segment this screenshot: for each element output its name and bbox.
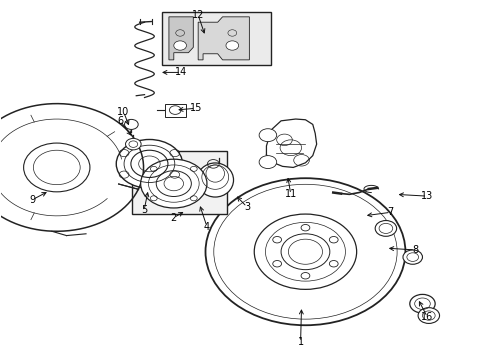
- Circle shape: [124, 120, 138, 130]
- Ellipse shape: [197, 163, 233, 197]
- Circle shape: [402, 250, 422, 264]
- Circle shape: [141, 159, 206, 208]
- Text: 9: 9: [29, 195, 35, 205]
- Text: 7: 7: [387, 207, 393, 217]
- Text: 1: 1: [297, 337, 303, 347]
- Text: 2: 2: [170, 213, 177, 222]
- Text: 4: 4: [203, 222, 209, 231]
- Text: 16: 16: [420, 312, 432, 322]
- Circle shape: [409, 294, 434, 313]
- Text: 13: 13: [420, 191, 432, 201]
- Text: 15: 15: [189, 103, 202, 113]
- Text: 6: 6: [117, 116, 123, 126]
- Circle shape: [417, 308, 439, 323]
- Text: 8: 8: [411, 245, 417, 255]
- Bar: [164, 104, 185, 117]
- Circle shape: [23, 143, 90, 192]
- Circle shape: [259, 129, 276, 141]
- Text: 10: 10: [117, 107, 129, 117]
- Text: 14: 14: [175, 67, 187, 77]
- Text: 12: 12: [192, 10, 204, 20]
- Bar: [132, 151, 227, 214]
- Polygon shape: [198, 17, 249, 60]
- Circle shape: [259, 156, 276, 168]
- Polygon shape: [168, 17, 193, 60]
- Text: 3: 3: [244, 202, 249, 212]
- Bar: [161, 12, 271, 65]
- Text: 5: 5: [141, 206, 147, 216]
- Circle shape: [205, 178, 405, 325]
- Circle shape: [225, 41, 238, 50]
- Circle shape: [173, 41, 186, 50]
- Circle shape: [374, 221, 396, 236]
- Circle shape: [116, 139, 182, 188]
- Text: 11: 11: [284, 189, 296, 199]
- Circle shape: [125, 138, 141, 150]
